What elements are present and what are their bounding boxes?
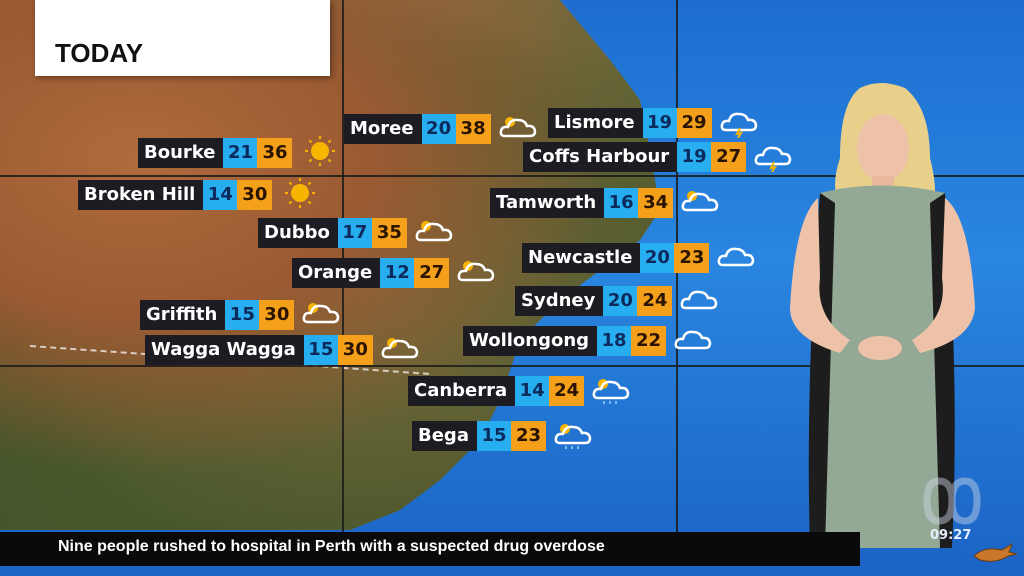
city-name: Wollongong <box>463 326 598 356</box>
city-forecast-wagga-wagga: Wagga Wagga 15 30 <box>145 335 423 365</box>
city-forecast-coffs-harbour: Coffs Harbour 19 27 <box>523 142 796 173</box>
city-name: Griffith <box>140 300 226 330</box>
city-name: Moree <box>344 114 422 144</box>
partly-cloudy-showers-icon <box>552 417 596 451</box>
city-name: Lismore <box>548 108 643 138</box>
min-temp: 21 <box>223 138 258 168</box>
page-title: TODAY <box>55 38 144 68</box>
max-temp: 23 <box>510 421 546 451</box>
sun-icon <box>278 176 322 210</box>
city-forecast-bourke: Bourke 21 36 <box>138 136 342 168</box>
cloud-icon <box>715 239 759 273</box>
city-name: Dubbo <box>258 218 338 248</box>
partly-cloudy-icon <box>455 254 499 288</box>
fish-icon <box>973 542 1018 562</box>
storm-icon <box>752 138 796 173</box>
partly-cloudy-showers-icon <box>590 372 634 406</box>
partly-cloudy-icon <box>679 184 723 218</box>
city-name: Wagga Wagga <box>145 335 304 365</box>
ticker-headline: Nine people rushed to hospital in Perth … <box>58 538 605 555</box>
max-temp: 30 <box>259 300 295 330</box>
city-forecast-orange: Orange 12 27 <box>292 258 499 288</box>
city-forecast-sydney: Sydney 20 24 <box>515 286 722 316</box>
city-forecast-newcastle: Newcastle 20 23 <box>522 243 759 273</box>
min-temp: 15 <box>225 300 260 330</box>
city-forecast-moree: Moree 20 38 <box>344 114 541 144</box>
max-temp: 24 <box>549 376 585 406</box>
min-temp: 15 <box>303 335 338 365</box>
city-name: Broken Hill <box>78 180 204 210</box>
city-name: Canberra <box>408 376 516 406</box>
abc-logo <box>923 477 981 525</box>
city-forecast-tamworth: Tamworth 16 34 <box>490 188 723 218</box>
grid-line <box>0 175 1024 177</box>
max-temp: 24 <box>637 286 673 316</box>
min-temp: 14 <box>515 376 550 406</box>
today-title-card: TODAY <box>35 0 330 76</box>
city-forecast-lismore: Lismore 19 29 <box>548 108 762 139</box>
cloud-icon <box>672 322 716 356</box>
max-temp: 23 <box>674 243 710 273</box>
max-temp: 36 <box>257 138 293 168</box>
city-name: Bourke <box>138 138 224 168</box>
city-forecast-wollongong: Wollongong 18 22 <box>463 326 716 356</box>
max-temp: 30 <box>237 180 273 210</box>
city-forecast-canberra: Canberra 14 24 <box>408 376 634 406</box>
max-temp: 27 <box>711 142 747 172</box>
max-temp: 29 <box>676 108 712 138</box>
partly-cloudy-icon <box>497 110 541 144</box>
city-name: Orange <box>292 258 381 288</box>
max-temp: 30 <box>337 335 373 365</box>
broadcast-clock: 09:27 <box>930 528 972 543</box>
storm-icon <box>718 104 762 139</box>
min-temp: 20 <box>421 114 456 144</box>
city-forecast-dubbo: Dubbo 17 35 <box>258 218 457 248</box>
city-forecast-griffith: Griffith 15 30 <box>140 300 344 330</box>
min-temp: 19 <box>677 142 712 172</box>
cloud-icon <box>678 282 722 316</box>
city-forecast-bega: Bega 15 23 <box>412 421 596 451</box>
city-forecast-broken-hill: Broken Hill 14 30 <box>78 178 322 210</box>
min-temp: 17 <box>337 218 372 248</box>
partly-cloudy-icon <box>300 296 344 330</box>
min-temp: 12 <box>380 258 415 288</box>
partly-cloudy-icon <box>413 214 457 248</box>
min-temp: 16 <box>604 188 639 218</box>
min-temp: 18 <box>597 326 632 356</box>
city-name: Tamworth <box>490 188 605 218</box>
min-temp: 14 <box>203 180 238 210</box>
partly-cloudy-icon <box>379 331 423 365</box>
min-temp: 15 <box>476 421 511 451</box>
max-temp: 22 <box>631 326 667 356</box>
max-temp: 34 <box>638 188 674 218</box>
city-name: Bega <box>412 421 477 451</box>
city-name: Newcastle <box>522 243 641 273</box>
min-temp: 19 <box>642 108 677 138</box>
min-temp: 20 <box>640 243 675 273</box>
max-temp: 35 <box>371 218 407 248</box>
grid-line <box>0 365 1024 367</box>
max-temp: 27 <box>414 258 450 288</box>
min-temp: 20 <box>603 286 638 316</box>
city-name: Sydney <box>515 286 604 316</box>
city-name: Coffs Harbour <box>523 142 678 172</box>
sun-icon <box>298 134 342 168</box>
news-ticker: Nine people rushed to hospital in Perth … <box>0 532 860 566</box>
max-temp: 38 <box>455 114 491 144</box>
presenter <box>790 83 975 548</box>
